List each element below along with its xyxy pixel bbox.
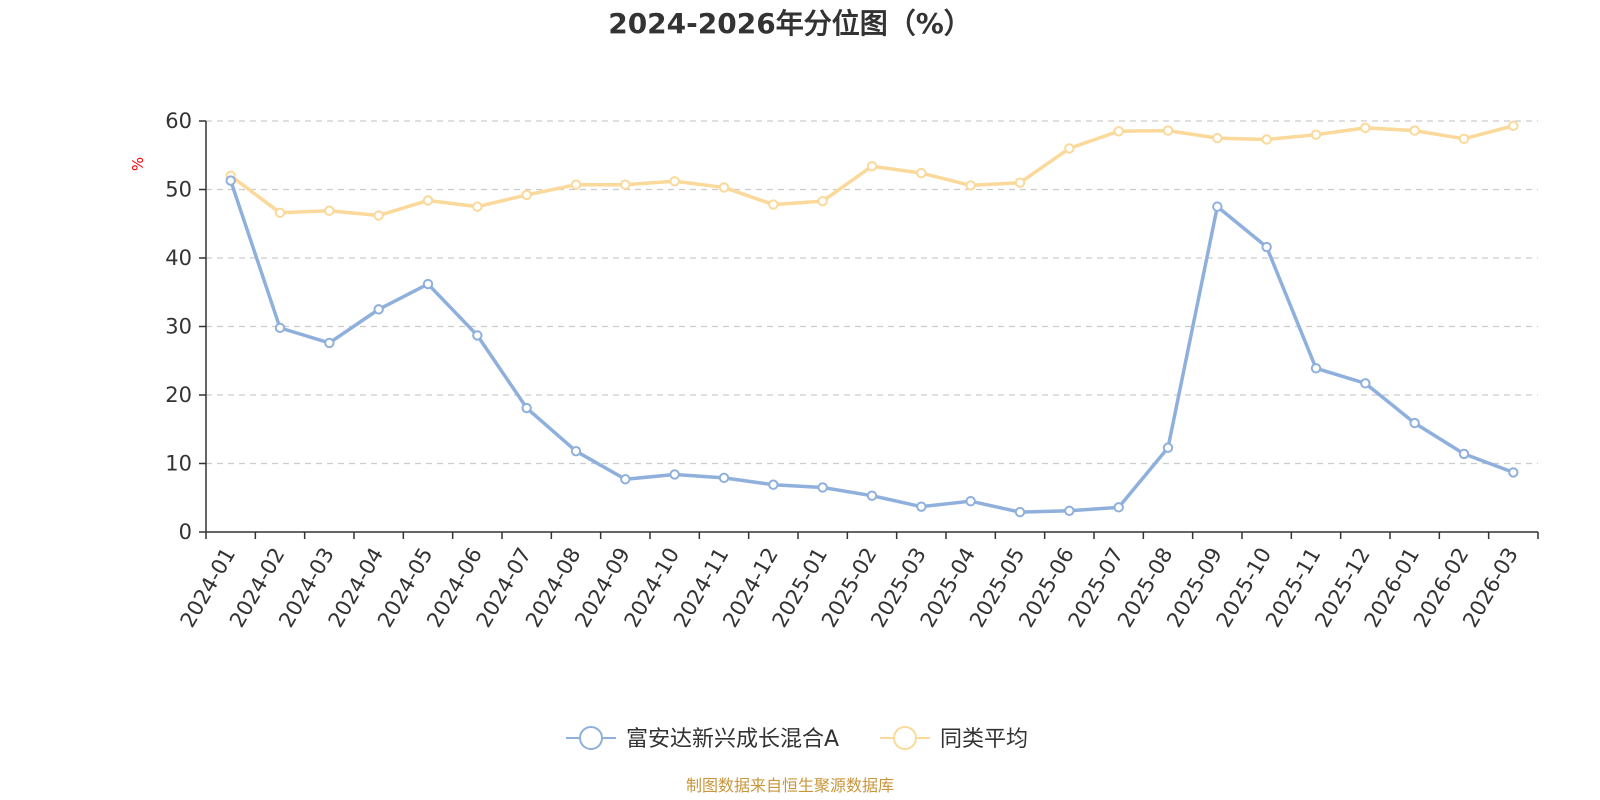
data-point[interactable] bbox=[521, 402, 532, 414]
y-tick-label: 10 bbox=[165, 452, 192, 476]
y-axis-ticks: 0 10 20 30 40 50 60 bbox=[165, 109, 206, 544]
data-point[interactable] bbox=[1064, 505, 1075, 516]
data-point[interactable] bbox=[1261, 134, 1272, 145]
data-point[interactable] bbox=[1014, 177, 1026, 188]
data-point[interactable] bbox=[570, 445, 582, 457]
data-point[interactable] bbox=[1458, 448, 1470, 460]
y-tick-label: 40 bbox=[165, 246, 192, 270]
data-point[interactable] bbox=[472, 330, 483, 341]
data-point[interactable] bbox=[817, 482, 828, 493]
data-point[interactable] bbox=[1360, 122, 1371, 134]
data-point[interactable] bbox=[1064, 143, 1075, 154]
data-point[interactable] bbox=[1113, 502, 1124, 513]
x-axis-ticks: 2024-012024-022024-032024-042024-052024-… bbox=[176, 532, 1539, 631]
data-point[interactable] bbox=[521, 189, 532, 201]
data-point[interactable] bbox=[1409, 125, 1420, 136]
data-point[interactable] bbox=[916, 501, 927, 512]
data-point[interactable] bbox=[1360, 378, 1371, 389]
data-point[interactable] bbox=[1310, 363, 1322, 374]
data-point[interactable] bbox=[1162, 442, 1174, 453]
grid-lines bbox=[206, 120, 1538, 465]
data-point[interactable] bbox=[274, 322, 286, 334]
data-point[interactable] bbox=[768, 479, 779, 490]
data-point[interactable] bbox=[1508, 120, 1519, 131]
data-point[interactable] bbox=[1458, 133, 1470, 145]
series-1 bbox=[225, 120, 1519, 221]
data-point[interactable] bbox=[669, 469, 680, 480]
data-point[interactable] bbox=[1409, 417, 1420, 429]
data-point[interactable] bbox=[225, 175, 236, 186]
data-point[interactable] bbox=[373, 304, 384, 315]
data-point[interactable] bbox=[373, 210, 384, 221]
data-point[interactable] bbox=[916, 167, 927, 179]
series-line bbox=[229, 180, 1514, 514]
data-point[interactable] bbox=[620, 179, 631, 190]
y-tick-label: 0 bbox=[179, 520, 192, 544]
data-point[interactable] bbox=[768, 199, 779, 210]
series-lines bbox=[225, 120, 1519, 518]
data-point[interactable] bbox=[669, 176, 680, 187]
data-point[interactable] bbox=[866, 161, 878, 172]
data-point[interactable] bbox=[324, 205, 335, 216]
legend-item-category-average[interactable]: 同类平均 bbox=[880, 726, 1028, 752]
data-point[interactable] bbox=[620, 474, 631, 485]
data-point[interactable] bbox=[1261, 241, 1272, 253]
legend-fund-label: 富安达新兴成长混合A bbox=[626, 727, 839, 752]
data-point[interactable] bbox=[866, 490, 878, 501]
data-point[interactable] bbox=[1014, 506, 1026, 518]
data-point[interactable] bbox=[1113, 126, 1124, 137]
y-tick-label: 60 bbox=[165, 109, 192, 133]
data-point[interactable] bbox=[718, 182, 730, 193]
data-point[interactable] bbox=[1310, 129, 1322, 140]
chart-title: 2024-2026年分位图（%） bbox=[608, 7, 972, 40]
data-point[interactable] bbox=[570, 179, 582, 190]
y-tick-label: 30 bbox=[165, 315, 192, 339]
data-source-note: 制图数据来自恒生聚源数据库 bbox=[686, 776, 894, 795]
legend-fund-marker bbox=[579, 726, 603, 750]
data-point[interactable] bbox=[422, 278, 434, 290]
data-point[interactable] bbox=[718, 472, 730, 484]
data-point[interactable] bbox=[965, 180, 976, 191]
legend: 富安达新兴成长混合A 同类平均 bbox=[566, 726, 1028, 752]
data-point[interactable] bbox=[274, 207, 286, 218]
legend-item-fund[interactable]: 富安达新兴成长混合A bbox=[566, 726, 839, 752]
data-point[interactable] bbox=[1162, 125, 1174, 136]
data-point[interactable] bbox=[1212, 132, 1223, 144]
data-point[interactable] bbox=[817, 195, 828, 207]
data-point[interactable] bbox=[324, 337, 335, 349]
data-point[interactable] bbox=[422, 195, 434, 206]
data-point[interactable] bbox=[472, 201, 483, 212]
data-point[interactable] bbox=[1508, 467, 1519, 478]
y-axis-unit-label: % bbox=[129, 157, 147, 171]
legend-average-label: 同类平均 bbox=[940, 727, 1028, 752]
y-tick-label: 50 bbox=[165, 178, 192, 202]
legend-average-marker bbox=[893, 726, 917, 750]
series-0 bbox=[225, 175, 1519, 518]
y-tick-label: 20 bbox=[165, 383, 192, 407]
data-point[interactable] bbox=[1212, 201, 1223, 212]
data-point[interactable] bbox=[965, 495, 976, 507]
